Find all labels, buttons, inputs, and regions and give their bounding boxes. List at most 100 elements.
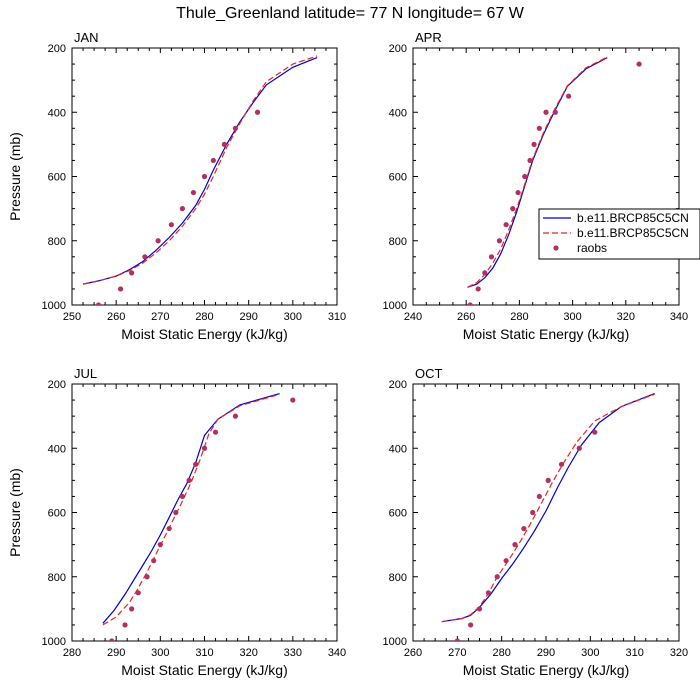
x-tick-label: 290	[239, 311, 257, 323]
raobs-point	[122, 622, 128, 628]
legend-label: raobs	[577, 241, 607, 255]
raobs-point	[545, 477, 551, 483]
x-axis-label: Moist Static Energy (kJ/kg)	[121, 326, 288, 342]
raobs-point	[485, 590, 491, 596]
x-tick-label: 330	[284, 647, 302, 659]
x-tick-label: 300	[284, 311, 302, 323]
series-line-solid	[441, 393, 655, 623]
series-group	[102, 393, 296, 641]
y-tick-label: 200	[48, 43, 66, 55]
raobs-point	[142, 254, 148, 260]
raobs-point	[476, 606, 483, 612]
raobs-point	[212, 429, 219, 435]
y-tick-label: 1000	[42, 636, 66, 648]
raobs-point	[494, 574, 500, 580]
raobs-point	[522, 173, 528, 180]
raobs-point	[503, 222, 509, 228]
y-tick-label: 600	[389, 172, 407, 184]
x-tick-label: 270	[448, 647, 466, 659]
y-tick-label: 1000	[383, 300, 407, 312]
series-group	[441, 393, 655, 641]
plot-frame	[71, 383, 338, 642]
y-axis-label: Pressure (mb)	[7, 468, 23, 557]
raobs-point	[503, 558, 509, 564]
x-tick-label: 290	[537, 647, 555, 659]
series-line-dashed	[441, 393, 655, 623]
x-axis-label: Moist Static Energy (kJ/kg)	[463, 662, 630, 678]
y-tick-label: 400	[48, 443, 66, 455]
raobs-point	[201, 173, 208, 180]
x-tick-label: 260	[107, 311, 125, 323]
y-tick-label: 800	[48, 236, 66, 248]
panel-apr: APR 240 260 280 300 320 340 200 400 600 800 1000 Moi…	[383, 30, 689, 342]
raobs-point	[552, 109, 558, 115]
raobs-point	[179, 206, 186, 212]
y-tick-label: 400	[389, 443, 407, 455]
raobs-point	[144, 574, 150, 580]
raobs-point	[193, 461, 199, 467]
raobs-point	[95, 302, 102, 305]
series-line-dashed	[467, 56, 608, 288]
x-axis-label: Moist Static Energy (kJ/kg)	[463, 326, 630, 342]
x-tick-label: 320	[670, 647, 688, 659]
x-tick-label: 320	[239, 647, 257, 659]
series-line-dashed	[82, 55, 318, 285]
x-tick-label: 310	[625, 647, 643, 659]
raobs-point	[536, 125, 542, 131]
raobs-point	[117, 286, 124, 292]
raobs-point	[232, 125, 239, 131]
raobs-point	[109, 638, 115, 641]
raobs-point	[482, 270, 488, 276]
y-tick-label: 600	[48, 172, 66, 184]
panel-label: OCT	[415, 366, 443, 381]
x-tick-label: 280	[63, 647, 81, 659]
raobs-point	[254, 109, 261, 115]
raobs-point	[543, 109, 549, 115]
raobs-point	[135, 590, 141, 596]
y-tick-label: 800	[48, 572, 66, 584]
y-tick-label: 800	[389, 236, 407, 248]
panel-oct: OCT 260 270 280 290 300 310 320 200 400 600 800 1000…	[383, 366, 689, 678]
x-tick-label: 310	[328, 311, 346, 323]
legend-box	[538, 208, 700, 260]
y-tick-label: 600	[389, 508, 407, 520]
raobs-point	[232, 413, 239, 419]
x-tick-label: 260	[404, 647, 422, 659]
raobs-point	[468, 622, 474, 628]
y-tick-label: 200	[48, 379, 66, 391]
raobs-point	[576, 445, 582, 451]
x-tick-label: 260	[457, 311, 475, 323]
y-axis-label: Pressure (mb)	[7, 132, 23, 221]
raobs-point	[179, 493, 186, 500]
panel-jul: JUL 280 290 300 310 320 330 340 200 400 600 800 1000…	[7, 366, 346, 678]
x-tick-label: 280	[510, 311, 528, 323]
figure-title: Thule_Greenland latitude= 77 N longitude…	[176, 5, 525, 22]
y-tick-label: 600	[48, 508, 66, 520]
x-tick-label: 270	[151, 311, 169, 323]
raobs-point	[530, 509, 536, 516]
raobs-point	[155, 238, 161, 244]
y-tick-label: 200	[389, 43, 407, 55]
raobs-point	[515, 189, 521, 196]
legend-label: b.e11.BRCP85C5CN	[577, 211, 689, 225]
raobs-point	[157, 542, 163, 548]
raobs-point	[467, 302, 473, 305]
raobs-point	[210, 157, 216, 164]
raobs-point	[201, 445, 208, 451]
raobs-point	[527, 157, 533, 164]
raobs-point	[168, 222, 174, 228]
panel-jan: JAN 250 260 270 280 290 300 310 200 400 600 800 1000…	[7, 30, 346, 342]
series-group	[82, 55, 318, 305]
raobs-point	[510, 206, 516, 212]
raobs-point	[173, 509, 179, 516]
panel-label: JUL	[74, 366, 97, 381]
plot-frame	[412, 47, 680, 306]
raobs-point	[129, 270, 135, 276]
raobs-point	[636, 61, 642, 67]
raobs-point	[454, 638, 460, 641]
series-line-solid	[102, 393, 280, 624]
x-tick-label: 310	[195, 647, 213, 659]
y-tick-label: 1000	[42, 300, 66, 312]
series-group	[467, 56, 642, 305]
